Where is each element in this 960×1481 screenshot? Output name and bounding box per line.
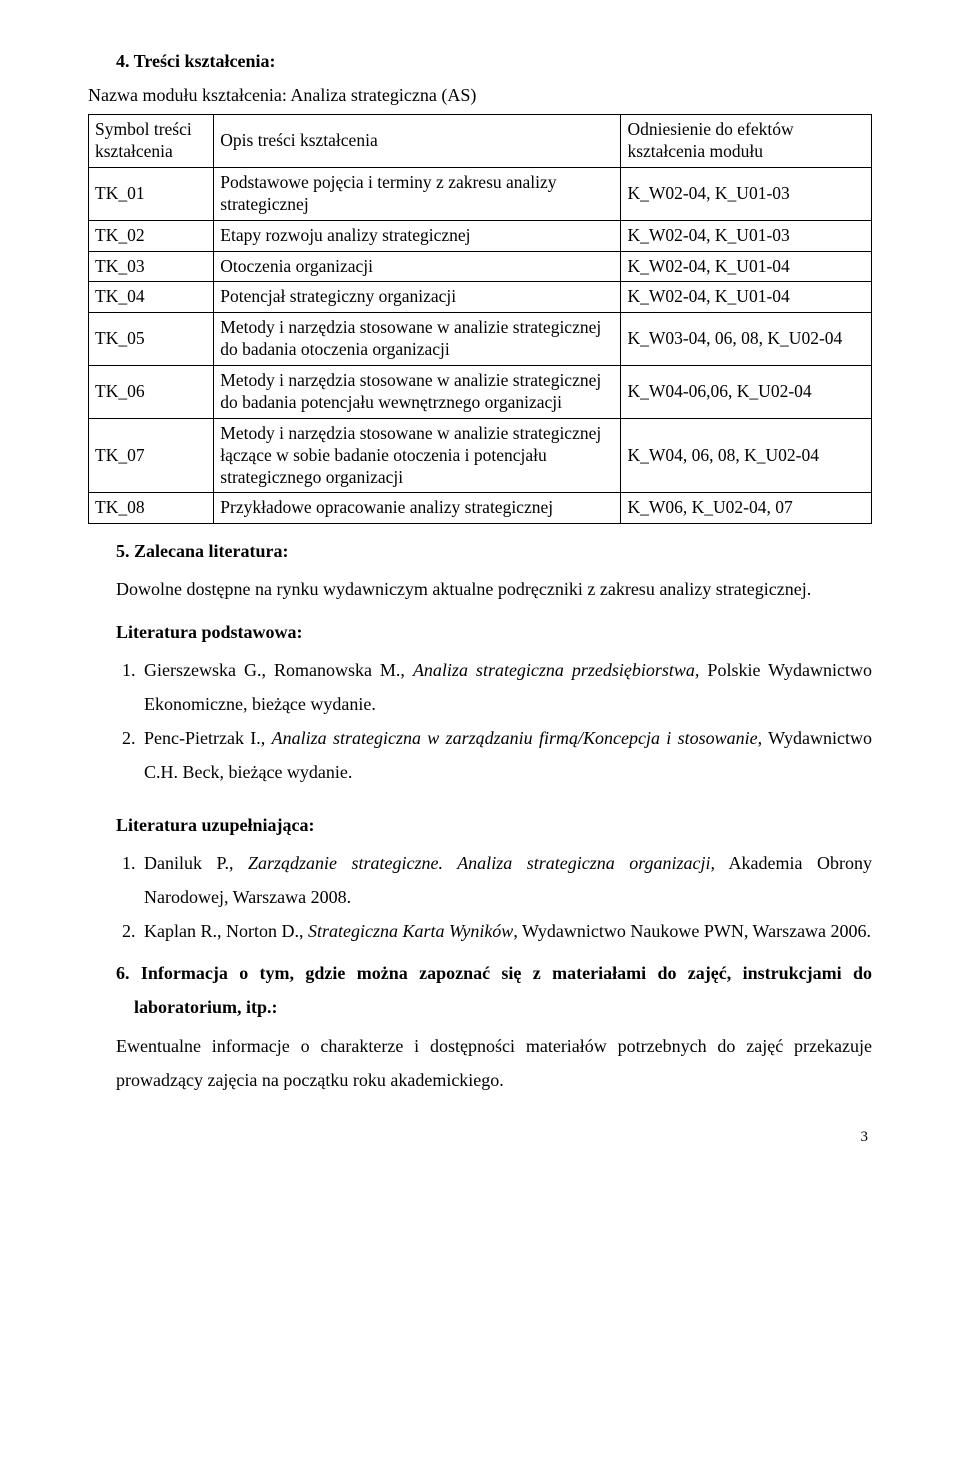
section5-heading: 5. Zalecana literatura:: [88, 538, 872, 564]
cell-desc: Potencjał strategiczny organizacji: [214, 282, 621, 313]
cell-desc: Metody i narzędzia stosowane w analizie …: [214, 366, 621, 419]
ref-title: Zarządzanie strategiczne. Analiza strate…: [248, 853, 715, 873]
page-number: 3: [88, 1127, 872, 1149]
ref-pre: Gierszewska G., Romanowska M.,: [144, 660, 413, 680]
table-row: TK_03 Otoczenia organizacji K_W02-04, K_…: [89, 251, 872, 282]
table-header-row: Symbol treści kształcenia Opis treści ks…: [89, 115, 872, 168]
cell-symbol: TK_02: [89, 220, 214, 251]
table-row: TK_05 Metody i narzędzia stosowane w ana…: [89, 313, 872, 366]
cell-desc: Przykładowe opracowanie analizy strategi…: [214, 493, 621, 524]
list-item: Gierszewska G., Romanowska M., Analiza s…: [140, 653, 872, 721]
cell-ref: K_W02-04, K_U01-04: [621, 251, 872, 282]
document-page: 4. Treści kształcenia: Nazwa modułu kszt…: [0, 0, 960, 1209]
content-table: Symbol treści kształcenia Opis treści ks…: [88, 114, 872, 524]
basic-literature-head: Literatura podstawowa:: [116, 615, 872, 649]
section4-heading: 4. Treści kształcenia:: [88, 48, 872, 74]
cell-ref: K_W04, 06, 08, K_U02-04: [621, 418, 872, 493]
module-name: Nazwa modułu kształcenia: Analiza strate…: [88, 82, 872, 108]
cell-symbol: TK_01: [89, 167, 214, 220]
cell-symbol: TK_04: [89, 282, 214, 313]
cell-symbol: TK_03: [89, 251, 214, 282]
cell-desc: Metody i narzędzia stosowane w analizie …: [214, 313, 621, 366]
cell-symbol: TK_05: [89, 313, 214, 366]
header-col2: Opis treści kształcenia: [214, 115, 621, 168]
cell-ref: K_W03-04, 06, 08, K_U02-04: [621, 313, 872, 366]
list-item: Kaplan R., Norton D., Strategiczna Karta…: [140, 914, 872, 948]
list-item: Penc-Pietrzak I., Analiza strategiczna w…: [140, 721, 872, 789]
cell-desc: Metody i narzędzia stosowane w analizie …: [214, 418, 621, 493]
cell-symbol: TK_07: [89, 418, 214, 493]
basic-literature-list: Gierszewska G., Romanowska M., Analiza s…: [116, 653, 872, 790]
ref-title: Strategiczna Karta Wyników: [308, 921, 513, 941]
supp-literature-head: Literatura uzupełniająca:: [116, 808, 872, 842]
supp-literature-list: Daniluk P., Zarządzanie strategiczne. An…: [116, 846, 872, 949]
ref-pre: Kaplan R., Norton D.,: [144, 921, 308, 941]
ref-pre: Penc-Pietrzak I.,: [144, 728, 272, 748]
ref-title: Analiza strategiczna przedsiębiorstwa,: [413, 660, 700, 680]
table-row: TK_08 Przykładowe opracowanie analizy st…: [89, 493, 872, 524]
cell-ref: K_W02-04, K_U01-04: [621, 282, 872, 313]
table-row: TK_04 Potencjał strategiczny organizacji…: [89, 282, 872, 313]
section6-body: Ewentualne informacje o charakterze i do…: [116, 1029, 872, 1097]
cell-desc: Otoczenia organizacji: [214, 251, 621, 282]
table-row: TK_06 Metody i narzędzia stosowane w ana…: [89, 366, 872, 419]
section6-heading: 6. Informacja o tym, gdzie można zapozna…: [116, 956, 872, 1024]
cell-symbol: TK_08: [89, 493, 214, 524]
cell-ref: K_W06, K_U02-04, 07: [621, 493, 872, 524]
cell-ref: K_W02-04, K_U01-03: [621, 167, 872, 220]
ref-pre: Daniluk P.,: [144, 853, 248, 873]
section5-intro: Dowolne dostępne na rynku wydawniczym ak…: [116, 572, 872, 606]
cell-desc: Podstawowe pojęcia i terminy z zakresu a…: [214, 167, 621, 220]
list-item: Daniluk P., Zarządzanie strategiczne. An…: [140, 846, 872, 914]
table-row: TK_02 Etapy rozwoju analizy strategiczne…: [89, 220, 872, 251]
cell-desc: Etapy rozwoju analizy strategicznej: [214, 220, 621, 251]
header-col1: Symbol treści kształcenia: [89, 115, 214, 168]
ref-post: , Wydawnictwo Naukowe PWN, Warszawa 2006…: [513, 921, 871, 941]
cell-symbol: TK_06: [89, 366, 214, 419]
table-row: TK_01 Podstawowe pojęcia i terminy z zak…: [89, 167, 872, 220]
header-col3: Odniesienie do efektów kształcenia moduł…: [621, 115, 872, 168]
ref-title: Analiza strategiczna w zarządzaniu firmą…: [272, 728, 758, 748]
table-row: TK_07 Metody i narzędzia stosowane w ana…: [89, 418, 872, 493]
cell-ref: K_W02-04, K_U01-03: [621, 220, 872, 251]
cell-ref: K_W04-06,06, K_U02-04: [621, 366, 872, 419]
